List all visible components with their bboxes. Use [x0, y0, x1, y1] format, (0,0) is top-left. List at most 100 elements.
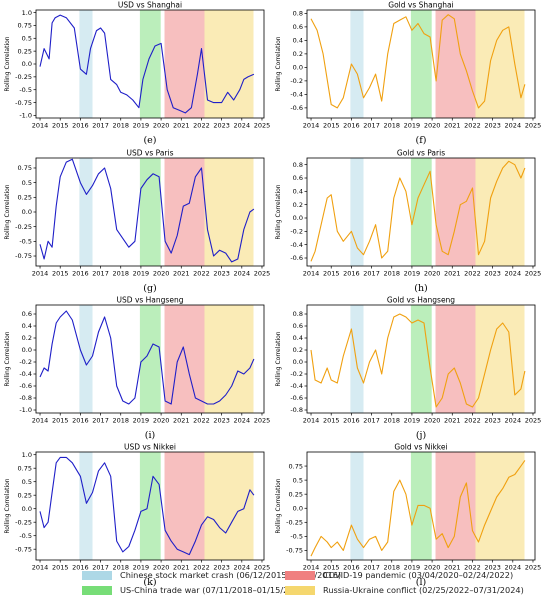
series-line	[310, 460, 526, 557]
x-tick-label: 2014	[303, 564, 320, 572]
x-tick-label: 2018	[383, 417, 400, 425]
period-band-1	[139, 452, 161, 560]
x-tick-label: 2024	[505, 417, 522, 425]
series-line	[39, 158, 255, 263]
y-tick-label: 0.2	[293, 50, 303, 58]
plot-frame	[306, 157, 536, 267]
period-band-0	[79, 305, 93, 413]
x-tick-label: 2019	[133, 122, 150, 130]
period-band-3	[204, 452, 254, 560]
chart-title: USD vs Hangseng	[117, 296, 184, 305]
period-band-0	[350, 10, 364, 118]
legend-label-russia-ukraine: Russia-Ukraine conflict (02/25/2022–07/3…	[323, 585, 524, 595]
x-tick-label: 2016	[72, 417, 89, 425]
x-tick-label: 2014	[32, 564, 49, 572]
x-tick-label: 2020	[424, 564, 441, 572]
y-axis-label: Rolling Correlation	[275, 184, 282, 239]
y-tick-label: -0.25	[15, 223, 32, 231]
chart-gold-vs-shanghai: Gold vs Shanghai -0.6 -0.4 -0.2 0.0 0.2 0.4 0.6…	[275, 1, 541, 147]
x-tick-label: 2015	[52, 270, 69, 278]
legend-label-trade-war: US-China trade war (07/11/2018–01/15/202…	[120, 585, 308, 595]
y-tick-label: 0.6	[293, 322, 303, 330]
x-tick-label: 2015	[52, 417, 69, 425]
y-tick-label: -0.2	[290, 228, 303, 236]
x-tick-label: 2019	[133, 417, 150, 425]
legend-item-stock-crash: Chinese stock market crash (06/12/2015–0…	[82, 570, 341, 580]
x-tick-label: 2025	[525, 417, 542, 425]
x-tick-label: 2025	[254, 270, 271, 278]
y-tick-label: -0.6	[290, 104, 303, 112]
y-tick-label: -0.5	[19, 86, 32, 94]
series-line	[39, 310, 255, 405]
panel-caption: (e)	[143, 135, 156, 146]
y-tick-label: 0.75	[18, 22, 32, 30]
y-tick-label: 0.5	[22, 478, 32, 486]
x-tick-label: 2017	[363, 417, 380, 425]
x-tick-label: 2024	[505, 122, 522, 130]
y-tick-label: -1.0	[19, 112, 32, 120]
x-tick-label: 2020	[153, 270, 170, 278]
x-tick-label: 2018	[112, 270, 129, 278]
y-axis-label: Rolling Correlation	[4, 184, 11, 239]
x-tick-label: 2020	[153, 564, 170, 572]
x-tick-label: 2015	[323, 122, 340, 130]
legend-swatch-trade-war	[82, 585, 112, 595]
plot-frame	[306, 451, 536, 561]
y-tick-label: -1.0	[19, 406, 32, 414]
y-tick-label: 0.0	[22, 346, 32, 354]
y-tick-label: -0.4	[290, 91, 303, 99]
y-axis-label: Rolling Correlation	[4, 478, 11, 533]
panel-caption: (h)	[414, 283, 428, 294]
y-tick-label: 0.5	[22, 179, 32, 187]
series-line	[310, 14, 526, 109]
y-tick-label: -0.5	[19, 238, 32, 246]
x-tick-label: 2023	[213, 122, 230, 130]
x-tick-label: 2021	[444, 122, 461, 130]
series-line	[310, 313, 526, 408]
chart-title: USD vs Nikkei	[124, 443, 176, 452]
chart-usd-vs-paris: USD vs Paris -0.75 -0.5 -0.25 0.0 0.25 0.5 0.75…	[4, 149, 270, 295]
period-band-0	[350, 158, 364, 266]
period-band-0	[79, 158, 93, 266]
x-tick-label: 2025	[254, 564, 271, 572]
y-tick-label: 0.25	[18, 47, 32, 55]
y-tick-label: -0.75	[15, 99, 32, 107]
x-tick-label: 2018	[383, 270, 400, 278]
plot-frame	[35, 304, 265, 414]
x-tick-label: 2016	[72, 564, 89, 572]
y-tick-label: 0.0	[293, 358, 303, 366]
x-tick-label: 2020	[424, 417, 441, 425]
chart-gold-vs-hangseng: Gold vs Hangseng -0.8 -0.6 -0.4 -0.2 0.0 0.2 0.…	[275, 296, 541, 442]
y-tick-label: -0.8	[290, 406, 303, 414]
chart-title: Gold vs Nikkei	[394, 443, 447, 452]
x-tick-label: 2024	[234, 417, 251, 425]
y-tick-label: 0.75	[289, 462, 303, 470]
x-tick-label: 2023	[213, 564, 230, 572]
x-tick-label: 2019	[133, 270, 150, 278]
period-band-0	[79, 10, 93, 118]
x-tick-label: 2019	[404, 270, 421, 278]
y-tick-label: 0.2	[293, 346, 303, 354]
legend-swatch-covid	[285, 570, 315, 580]
x-tick-label: 2018	[112, 564, 129, 572]
y-tick-label: -0.5	[19, 532, 32, 540]
y-tick-label: -0.4	[290, 382, 303, 390]
chart-title: Gold vs Paris	[397, 149, 445, 158]
y-tick-label: 0.2	[293, 201, 303, 209]
period-legend: Chinese stock market crash (06/12/2015–0…	[60, 568, 550, 602]
x-tick-label: 2021	[173, 270, 190, 278]
y-tick-label: -0.75	[286, 547, 303, 555]
chart-usd-vs-shanghai: USD vs Shanghai -1.0 -0.75 -0.5 -0.25 0.0 0.25…	[4, 1, 270, 147]
legend-swatch-russia-ukraine	[285, 585, 315, 595]
panel-caption: (j)	[416, 430, 426, 441]
y-tick-label: -0.5	[290, 533, 303, 541]
x-tick-label: 2021	[444, 270, 461, 278]
chart-usd-vs-nikkei: USD vs Nikkei -0.75 -0.5 -0.25 0.0 0.25 0.5 0.7…	[4, 443, 270, 589]
series-line	[39, 14, 255, 114]
x-tick-label: 2014	[32, 417, 49, 425]
panel-caption: (i)	[145, 430, 155, 441]
x-tick-label: 2020	[153, 417, 170, 425]
y-tick-label: 0.0	[22, 505, 32, 513]
y-tick-label: 0.2	[22, 334, 32, 342]
